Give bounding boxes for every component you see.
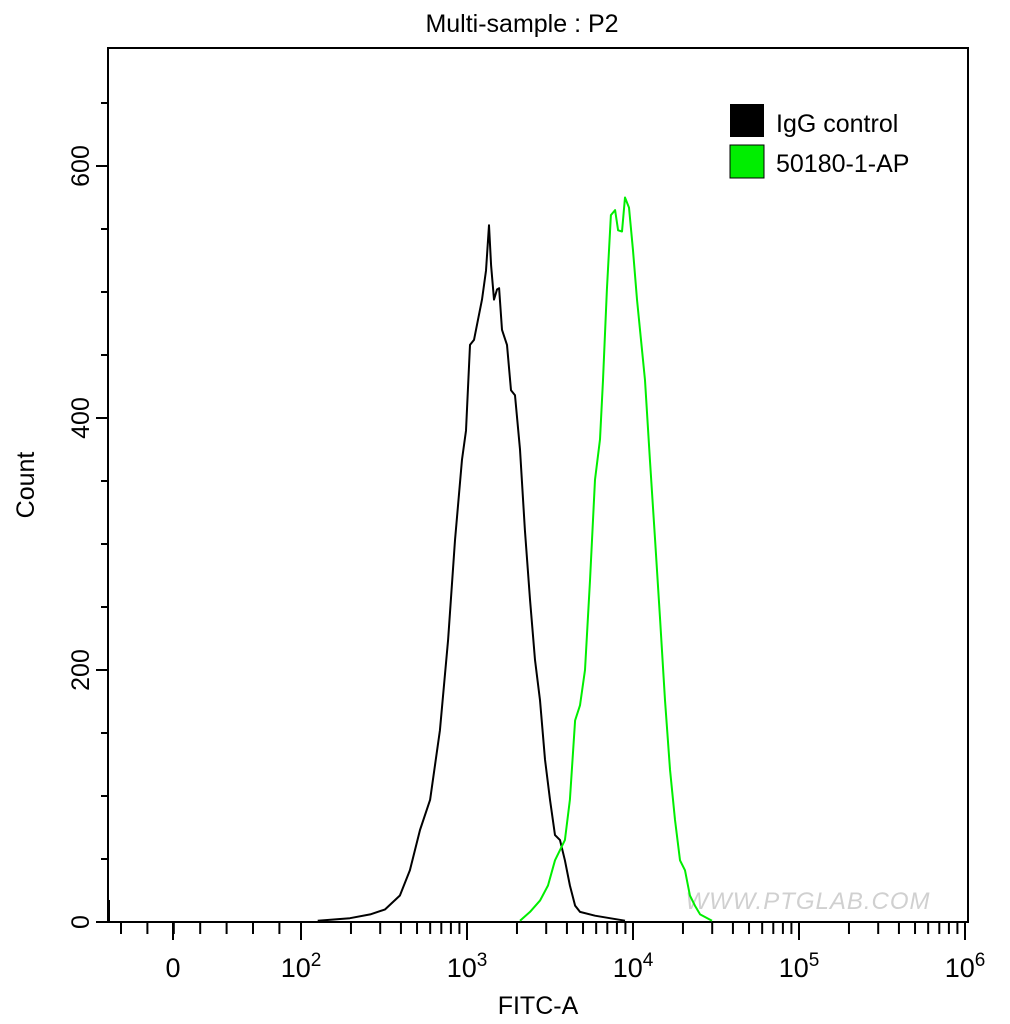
y-tick-label: 600 — [67, 145, 95, 187]
watermark: WWW.PTGLAB.COM — [685, 888, 930, 915]
y-tick-label: 400 — [67, 397, 95, 439]
series-igg-control — [317, 224, 626, 922]
x-tick-label: 102 — [281, 950, 322, 983]
legend-label-antibody: 50180-1-AP — [776, 150, 909, 178]
chart-title: Multi-sample : P2 — [425, 10, 618, 38]
legend-swatch-igg — [730, 104, 764, 137]
legend-label-igg: IgG control — [776, 110, 898, 138]
x-tick-label: 104 — [613, 950, 654, 983]
plot-frame — [107, 47, 969, 923]
legend: IgG control 50180-1-AP — [729, 104, 909, 179]
x-tick-label: 103 — [447, 950, 488, 983]
y-axis-label: Count — [12, 452, 40, 519]
legend-swatch-antibody — [729, 144, 765, 179]
y-tick-label: 200 — [67, 649, 95, 691]
x-tick-label: 105 — [779, 950, 820, 983]
y-tick-label: 0 — [67, 915, 95, 929]
series-50180-1-ap — [519, 196, 713, 922]
x-tick-label: 106 — [945, 950, 986, 983]
x-axis-label: FITC-A — [498, 992, 579, 1020]
x-tick-label: 0 — [165, 953, 180, 983]
